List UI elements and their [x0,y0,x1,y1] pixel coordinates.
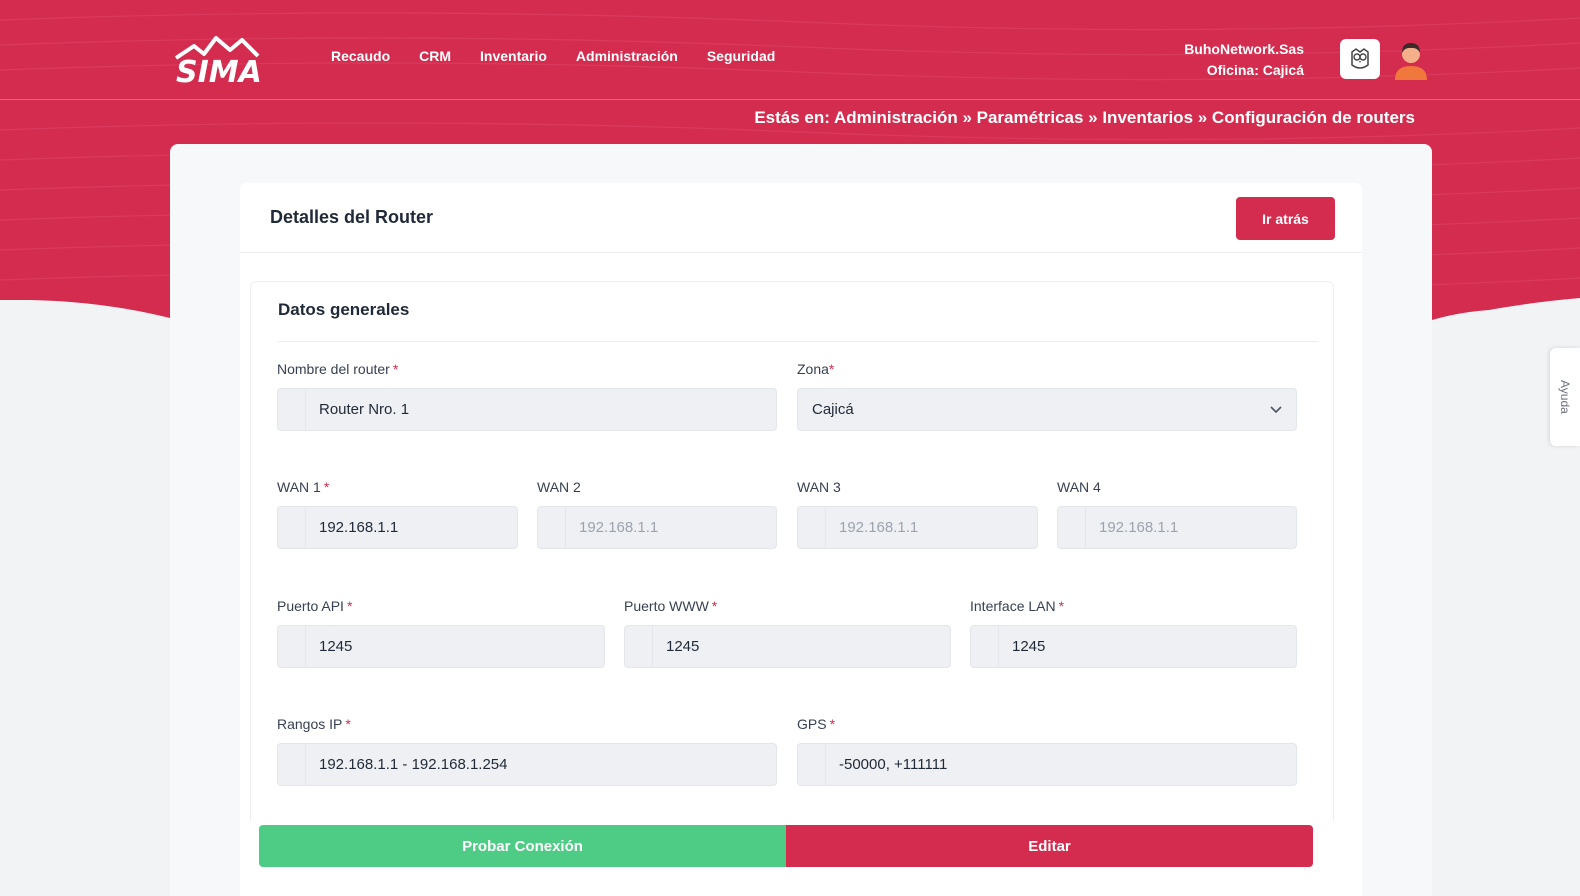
test-connection-button[interactable]: Probar Conexión [259,825,786,867]
wan3-label: WAN 3 [797,479,841,495]
input-addon [625,626,653,667]
chevron-down-icon [1270,401,1282,418]
www-port-field[interactable]: 1245 [624,625,951,668]
zone-select[interactable]: Cajicá [797,388,1297,431]
lan-interface-field[interactable]: 1245 [970,625,1297,668]
api-port-field[interactable]: 1245 [277,625,605,668]
nav-item-recaudo[interactable]: Recaudo [331,48,391,64]
user-info: BuhoNetwork.Sas Oficina: Cajicá [1184,39,1304,81]
www-port-label: Puerto WWW * [624,598,718,614]
wan4-field[interactable]: 192.168.1.1 [1057,506,1297,549]
page-title: Detalles del Router [270,207,434,227]
input-addon [971,626,999,667]
back-button[interactable]: Ir atrás [1236,197,1335,240]
input-addon [798,507,826,548]
router-name-label: Nombre del router * [277,361,399,377]
top-navbar: SIMA Recaudo CRM Inventario Administraci… [0,0,1580,100]
zone-label: Zona* [797,361,835,377]
input-addon [798,744,826,785]
wan4-label: WAN 4 [1057,479,1101,495]
input-addon [278,389,306,430]
company-name: BuhoNetwork.Sas [1184,41,1304,57]
avatar[interactable] [1390,38,1432,80]
wan2-field[interactable]: 192.168.1.1 [537,506,777,549]
lan-interface-label: Interface LAN * [970,598,1065,614]
wan1-label: WAN 1 * [277,479,330,495]
api-port-label: Puerto API * [277,598,353,614]
header-divider [0,99,1580,100]
gps-field[interactable]: -50000, +111111 [797,743,1297,786]
wan3-field[interactable]: 192.168.1.1 [797,506,1038,549]
owl-icon[interactable] [1340,39,1380,79]
input-addon [1058,507,1086,548]
section-divider [278,341,1318,342]
nav-item-seguridad[interactable]: Seguridad [706,48,776,64]
input-addon [278,744,306,785]
nav-item-crm[interactable]: CRM [419,48,452,64]
router-name-field[interactable]: Router Nro. 1 [277,388,777,431]
nav-item-administracion[interactable]: Administración [575,48,678,64]
office-name: Oficina: Cajicá [1206,62,1304,78]
section-title: Datos generales [278,300,410,319]
input-addon [278,626,306,667]
main-nav: Recaudo CRM Inventario Administración Se… [331,48,775,64]
logo-text: SIMA [176,55,262,86]
help-tab[interactable]: Ayuda [1550,348,1580,446]
sima-logo[interactable]: SIMA [172,34,282,90]
wan2-label: WAN 2 [537,479,581,495]
input-addon [278,507,306,548]
breadcrumb: Estás en: Administración » Paramétricas … [754,108,1415,127]
action-bar: Probar Conexión Editar [259,825,1313,867]
input-addon [538,507,566,548]
edit-button[interactable]: Editar [786,825,1313,867]
general-data-section: Datos generales [250,281,1334,821]
panel-header: Detalles del Router Ir atrás [240,183,1362,253]
ip-ranges-label: Rangos IP * [277,716,351,732]
wan1-field[interactable]: 192.168.1.1 [277,506,518,549]
gps-label: GPS * [797,716,836,732]
ip-ranges-field[interactable]: 192.168.1.1 - 192.168.1.254 [277,743,777,786]
nav-item-inventario[interactable]: Inventario [480,48,547,64]
